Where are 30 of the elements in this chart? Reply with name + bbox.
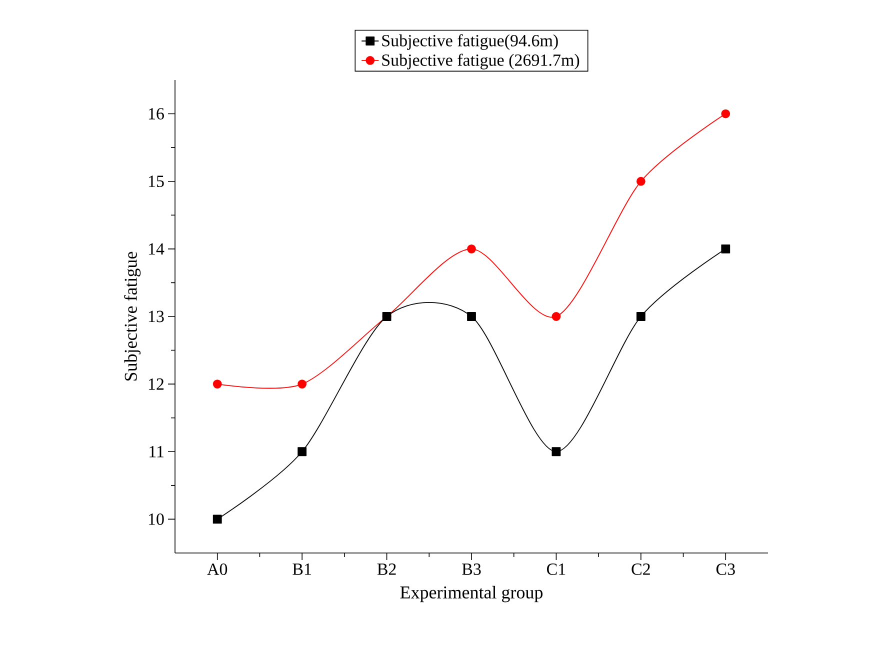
y-tick-label: 15 — [148, 176, 164, 188]
legend-label: Subjective fatigue(94.6m) — [382, 34, 558, 50]
x-tick-label: A0 — [207, 564, 228, 575]
y-tick-label: 13 — [148, 310, 164, 322]
y-tick-label: 14 — [148, 243, 164, 255]
point — [636, 176, 646, 186]
y-tick-label: 12 — [148, 378, 164, 390]
point — [298, 380, 307, 389]
point — [298, 447, 307, 456]
y-axis-title: Subjective fatigue — [124, 252, 141, 381]
x-tick-label: C3 — [716, 564, 735, 575]
legend-label: Subjective fatigue (2691.7m) — [382, 54, 580, 70]
point — [212, 514, 222, 524]
point — [721, 244, 730, 254]
point — [467, 312, 476, 321]
point — [552, 312, 561, 321]
y-tick-label: 10 — [148, 513, 164, 525]
y-tick-label: 16 — [148, 108, 164, 120]
x-axis-title: Experimental group — [400, 586, 543, 602]
point — [212, 380, 222, 389]
x-tick-label: B2 — [377, 564, 396, 575]
point — [467, 244, 476, 254]
point — [721, 109, 730, 118]
x-tick-label: C1 — [546, 564, 566, 575]
y-tick-label: 11 — [150, 446, 164, 458]
point — [552, 447, 561, 456]
x-tick-label: B1 — [292, 564, 311, 575]
point — [636, 312, 646, 321]
x-tick-label: B3 — [462, 564, 481, 575]
x-tick-label: C2 — [632, 564, 650, 575]
